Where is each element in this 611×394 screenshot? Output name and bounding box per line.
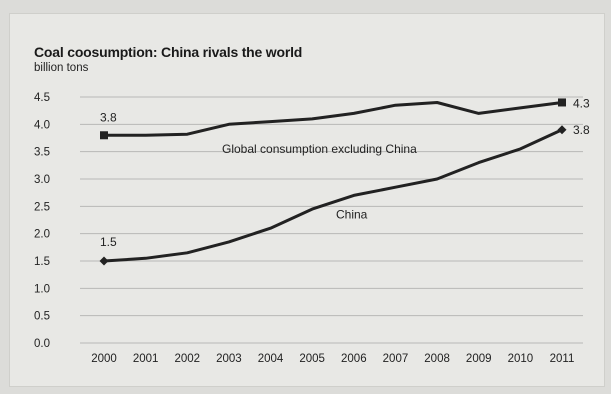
data-label: 4.3 bbox=[573, 96, 590, 110]
series-line-china bbox=[103, 128, 563, 263]
data-point-marker bbox=[558, 98, 566, 107]
y-axis-unit-label: billion tons bbox=[34, 62, 89, 74]
x-tick-label: 2004 bbox=[258, 353, 284, 365]
chart-title: Coal coosumption: China rivals the world bbox=[34, 44, 303, 60]
y-tick-label: 2.0 bbox=[34, 229, 50, 241]
y-tick-label: 1.5 bbox=[34, 256, 50, 268]
data-point-marker bbox=[100, 131, 108, 140]
y-tick-label: 3.5 bbox=[34, 147, 50, 159]
x-tick-label: 2006 bbox=[341, 353, 367, 365]
y-tick-label: 0.0 bbox=[34, 338, 50, 350]
x-tick-label: 2001 bbox=[133, 353, 159, 365]
y-tick-label: 2.5 bbox=[34, 201, 50, 213]
x-tick-label: 2003 bbox=[216, 353, 242, 365]
y-tick-label: 1.0 bbox=[34, 283, 50, 295]
x-tick-label: 2005 bbox=[299, 353, 325, 365]
data-point-marker bbox=[557, 125, 567, 135]
x-tick-label: 2008 bbox=[424, 353, 450, 365]
y-tick-label: 4.0 bbox=[34, 119, 50, 131]
y-tick-label: 4.5 bbox=[34, 92, 50, 104]
data-label: 3.8 bbox=[100, 110, 117, 124]
x-tick-label: 2007 bbox=[383, 353, 409, 365]
y-tick-label: 0.5 bbox=[34, 311, 50, 323]
data-label: 1.5 bbox=[100, 235, 117, 249]
y-tick-label: 3.0 bbox=[34, 174, 50, 186]
data-label: 3.8 bbox=[573, 123, 590, 137]
x-tick-label: 2000 bbox=[91, 353, 117, 365]
x-tick-label: 2010 bbox=[508, 353, 534, 365]
data-point-marker bbox=[99, 256, 109, 266]
x-tick-label: 2011 bbox=[550, 353, 575, 365]
x-tick-label: 2002 bbox=[174, 353, 200, 365]
x-tick-label: 2009 bbox=[466, 353, 492, 365]
series-line-global-excluding-china bbox=[104, 101, 563, 137]
series-label-china: China bbox=[336, 208, 368, 222]
series-label-global: Global consumption excluding China bbox=[222, 142, 417, 156]
chart-panel bbox=[10, 14, 604, 386]
